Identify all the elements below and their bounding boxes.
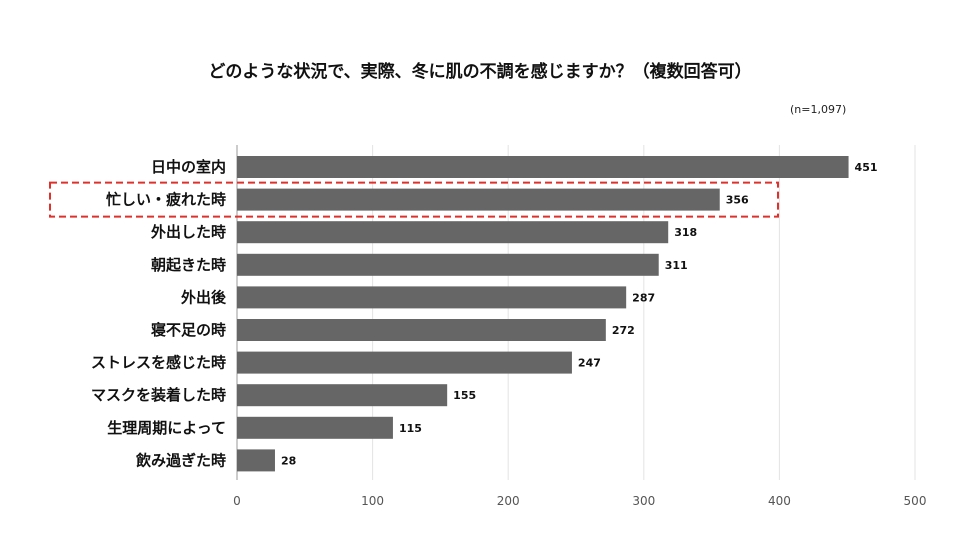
category-label: 朝起きた時 — [151, 256, 226, 274]
x-tick-label: 300 — [632, 494, 655, 508]
bar — [237, 319, 606, 341]
x-tick-labels: 0 100 200 300 400 500 — [233, 494, 926, 508]
x-tick-label: 100 — [361, 494, 384, 508]
value-labels: 451 356 318 311 287 272 247 155 115 28 — [281, 161, 878, 467]
category-label: 外出した時 — [150, 223, 226, 241]
category-label: ストレスを感じた時 — [91, 354, 226, 372]
x-tick-label: 400 — [768, 494, 791, 508]
bar — [237, 384, 448, 407]
x-tick-label: 0 — [233, 494, 241, 508]
chart-title: どのような状況で、実際、冬に肌の不調を感じますか？（複数回答可） — [208, 61, 751, 82]
value-label: 451 — [855, 161, 878, 174]
highlight-dashed-box — [49, 181, 779, 218]
x-tick-label: 200 — [497, 494, 520, 508]
bar — [237, 188, 720, 211]
value-label: 272 — [612, 324, 635, 337]
bar — [237, 449, 275, 472]
bar — [237, 351, 572, 374]
sample-size-note: (n=1,097) — [790, 103, 846, 116]
category-label: 生理周期によって — [107, 419, 226, 437]
category-labels: 日中の室内忙しい・疲れた時外出した時朝起きた時外出後寝不足の時ストレスを感じた時… — [91, 158, 227, 469]
value-label: 155 — [453, 389, 476, 402]
bar — [237, 221, 669, 244]
value-label: 28 — [281, 454, 296, 467]
x-tick-label: 500 — [904, 494, 927, 508]
bar — [237, 253, 659, 276]
bar — [237, 156, 849, 178]
category-label: 忙しい・疲れた時 — [106, 191, 226, 209]
highlight-box — [49, 181, 779, 218]
category-label: マスクを装着した時 — [91, 386, 226, 404]
value-label: 287 — [632, 291, 655, 304]
value-label: 311 — [665, 259, 688, 272]
bar — [237, 286, 627, 309]
value-label: 115 — [399, 422, 422, 435]
bar — [237, 416, 393, 439]
category-label: 寝不足の時 — [151, 321, 226, 339]
bars — [237, 156, 849, 472]
category-label: 日中の室内 — [151, 158, 226, 176]
category-label: 外出後 — [180, 288, 227, 306]
category-label: 飲み過ぎた時 — [135, 451, 226, 469]
value-label: 318 — [674, 226, 697, 239]
value-label: 356 — [726, 194, 749, 207]
value-label: 247 — [578, 357, 601, 370]
